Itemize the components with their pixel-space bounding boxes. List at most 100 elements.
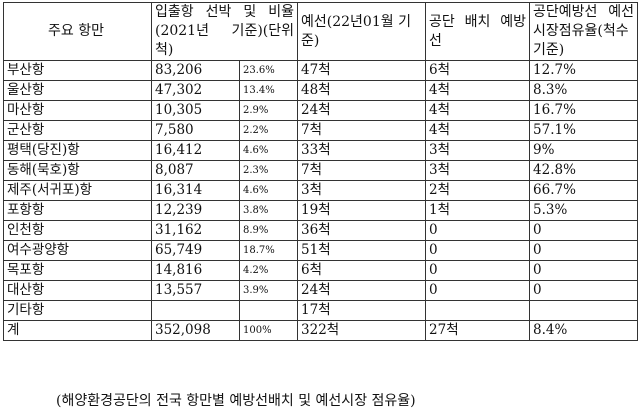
cell-pct: 3.9%	[238, 280, 299, 301]
cell-share: 66.7%	[529, 180, 639, 201]
table-row: 인천항 31,162 8.9% 36척 0 0	[3, 220, 639, 241]
cell-corp: 6척	[425, 60, 531, 81]
cell-port: 평택(당진)항	[3, 140, 152, 161]
cell-tugs: 36척	[297, 220, 427, 241]
cell-corp: 0	[425, 240, 531, 261]
cell-tugs: 51척	[297, 240, 427, 261]
cell-pct: 4.6%	[238, 180, 299, 201]
cell-tugs: 3척	[297, 180, 427, 201]
cell-ships: 65,749	[151, 240, 240, 261]
cell-pct: 13.4%	[238, 80, 299, 101]
cell-share: 8.3%	[529, 80, 639, 101]
cell-share: 5.3%	[529, 200, 639, 221]
table-row: 제주(서귀포)항 16,314 4.6% 3척 2척 66.7%	[3, 180, 639, 201]
cell-share: 57.1%	[529, 120, 639, 141]
cell-port: 계	[3, 320, 152, 341]
cell-share: 0	[529, 260, 639, 281]
cell-port: 제주(서귀포)항	[3, 180, 152, 201]
table-row: 여수광양항 65,749 18.7% 51척 0 0	[3, 240, 639, 261]
table-row: 계 352,098 100% 322척 27척 8.4%	[3, 320, 639, 341]
cell-share: 8.4%	[529, 320, 639, 341]
cell-pct: 18.7%	[238, 240, 299, 261]
cell-tugs: 33척	[297, 140, 427, 161]
cell-share: 12.7%	[529, 60, 639, 81]
header-port: 주요 항만	[3, 2, 152, 61]
cell-corp: 2척	[425, 180, 531, 201]
cell-share: 0	[529, 240, 639, 261]
cell-tugs: 24척	[297, 100, 427, 121]
table-row: 목포항 14,816 4.2% 6척 0 0	[3, 260, 639, 281]
table-row: 동해(묵호)항 8,087 2.3% 7척 3척 42.8%	[3, 160, 639, 181]
cell-port: 포항항	[3, 200, 152, 221]
header-share: 공단예방선 예선시장점유율(척수기준)	[529, 2, 639, 61]
cell-share: 9%	[529, 140, 639, 161]
cell-share: 16.7%	[529, 100, 639, 121]
cell-tugs: 6척	[297, 260, 427, 281]
cell-pct: 2.2%	[238, 120, 299, 141]
cell-tugs: 7척	[297, 120, 427, 141]
cell-tugs: 322척	[297, 320, 427, 341]
cell-share: 0	[529, 280, 639, 301]
cell-ships: 7,580	[151, 120, 240, 141]
table-row: 평택(당진)항 16,412 4.6% 33척 3척 9%	[3, 140, 639, 161]
cell-tugs: 48척	[297, 80, 427, 101]
cell-port: 울산항	[3, 80, 152, 101]
cell-ships: 31,162	[151, 220, 240, 241]
table-row: 기타항 17척	[3, 300, 639, 321]
cell-ships: 10,305	[151, 100, 240, 121]
cell-ships: 16,314	[151, 180, 240, 201]
table-row: 포항항 12,239 3.8% 19척 1척 5.3%	[3, 200, 639, 221]
cell-corp: 4척	[425, 120, 531, 141]
cell-ships: 352,098	[151, 320, 240, 341]
cell-pct: 3.8%	[238, 200, 299, 221]
cell-pct: 4.6%	[238, 140, 299, 161]
cell-pct: 100%	[238, 320, 299, 341]
cell-port: 동해(묵호)항	[3, 160, 152, 181]
cell-tugs: 19척	[297, 200, 427, 221]
cell-port: 여수광양항	[3, 240, 152, 261]
table-header-row: 주요 항만 입출항 선박 및 비율(2021년 기준)(단위 척) 예선(22년…	[3, 2, 639, 61]
cell-pct: 2.9%	[238, 100, 299, 121]
cell-port: 인천항	[3, 220, 152, 241]
cell-share: 0	[529, 220, 639, 241]
cell-port: 대산항	[3, 280, 152, 301]
cell-corp	[425, 300, 531, 321]
cell-ships: 83,206	[151, 60, 240, 81]
cell-pct: 23.6%	[238, 60, 299, 81]
cell-pct: 4.2%	[238, 260, 299, 281]
cell-tugs: 24척	[297, 280, 427, 301]
cell-ships: 13,557	[151, 280, 240, 301]
cell-corp: 0	[425, 220, 531, 241]
table-row: 부산항 83,206 23.6% 47척 6척 12.7%	[3, 60, 639, 81]
cell-share: 42.8%	[529, 160, 639, 181]
cell-pct: 8.9%	[238, 220, 299, 241]
cell-ships: 16,412	[151, 140, 240, 161]
cell-pct	[238, 300, 299, 321]
header-ships: 입출항 선박 및 비율(2021년 기준)(단위 척)	[150, 2, 299, 61]
header-corp: 공단 배치 예방선	[425, 2, 531, 61]
cell-corp: 0	[425, 260, 531, 281]
cell-corp: 1척	[425, 200, 531, 221]
cell-ships: 14,816	[151, 260, 240, 281]
cell-port: 마산항	[3, 100, 152, 121]
table-caption: (해양환경공단의 전국 항만별 예방선배치 및 예선시장 점유율)	[56, 393, 416, 409]
port-tugboat-table: 주요 항만 입출항 선박 및 비율(2021년 기준)(단위 척) 예선(22년…	[3, 2, 639, 341]
table-row: 울산항 47,302 13.4% 48척 4척 8.3%	[3, 80, 639, 101]
cell-corp: 3척	[425, 160, 531, 181]
cell-port: 군산항	[3, 120, 152, 141]
cell-tugs: 7척	[297, 160, 427, 181]
cell-corp: 0	[425, 280, 531, 301]
cell-ships: 47,302	[151, 80, 240, 101]
cell-tugs: 47척	[297, 60, 427, 81]
table-row: 대산항 13,557 3.9% 24척 0 0	[3, 280, 639, 301]
cell-port: 부산항	[3, 60, 152, 81]
cell-corp: 3척	[425, 140, 531, 161]
cell-corp: 4척	[425, 80, 531, 101]
cell-ships: 12,239	[151, 200, 240, 221]
cell-corp: 27척	[425, 320, 531, 341]
cell-ships: 8,087	[151, 160, 240, 181]
header-tugs: 예선(22년01월 기준)	[297, 2, 427, 61]
cell-pct: 2.3%	[238, 160, 299, 181]
cell-share	[529, 300, 639, 321]
table-row: 군산항 7,580 2.2% 7척 4척 57.1%	[3, 120, 639, 141]
